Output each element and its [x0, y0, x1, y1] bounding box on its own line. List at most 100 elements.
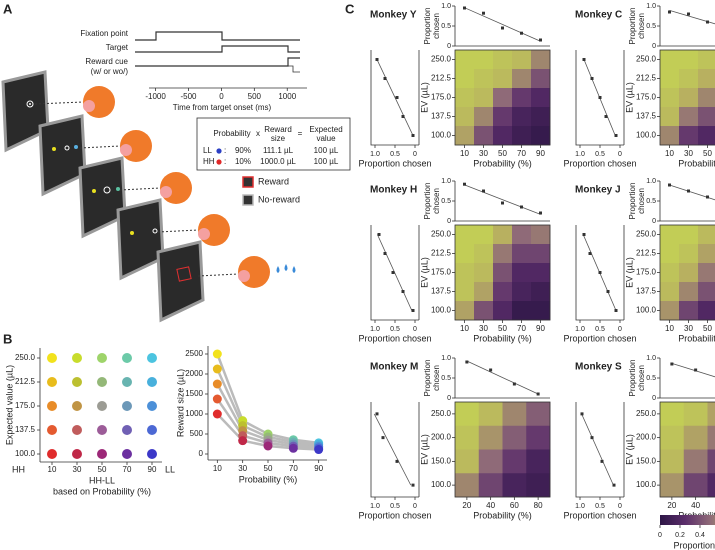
x-tick-label: 10: [665, 149, 674, 158]
heat-cell: [660, 402, 685, 427]
point: [489, 368, 493, 372]
y-tick-label: 500: [190, 429, 204, 438]
heat-cell: [512, 50, 532, 70]
point: [588, 252, 592, 255]
heat-cell: [679, 69, 699, 89]
heat-cell: [455, 263, 475, 283]
y-tick-label: 1500: [185, 389, 203, 398]
heat-cell: [660, 88, 680, 108]
heat-cell: [455, 126, 475, 146]
x-tick-label: -1000: [145, 92, 166, 101]
heat-cell: [698, 301, 715, 321]
x-tick-label: 1.0: [575, 151, 585, 158]
y-tick-label: 0: [447, 395, 451, 402]
heat-cell: [502, 425, 527, 450]
y-axis-label: Reward size (µL): [175, 369, 185, 437]
heat-cell: [660, 107, 680, 127]
heat-cell: [474, 126, 494, 146]
end-label: LL: [165, 464, 175, 474]
point: [501, 201, 504, 205]
cell: 10%: [235, 157, 251, 166]
heat-cell: [698, 88, 715, 108]
heat-cell: [679, 263, 699, 283]
heat-cell: [478, 449, 503, 474]
heat-cell: [474, 50, 494, 70]
top-axes: [454, 358, 550, 399]
x-tick-label: 90: [536, 149, 545, 158]
x-axis-label: Proportion chosen: [563, 333, 636, 343]
heat-cell: [455, 402, 480, 427]
x-tick-label: 0.5: [390, 503, 400, 510]
heat-frame: [454, 401, 551, 498]
y-tick-label: 212.5: [431, 74, 452, 83]
cell: :: [224, 146, 226, 155]
heat-cell: [493, 50, 513, 70]
y-axis-label: EV (µL): [419, 82, 429, 113]
point: [395, 459, 399, 463]
point: [463, 182, 466, 186]
x-tick-label: 0: [413, 326, 417, 333]
dot: [72, 449, 82, 459]
point: [212, 409, 222, 419]
heat-cell: [679, 126, 699, 146]
heat-cell: [698, 50, 715, 70]
dot: [97, 377, 107, 387]
heat-cell: [531, 88, 551, 108]
dot: [122, 377, 132, 387]
point: [383, 77, 387, 80]
point: [687, 12, 690, 16]
heat-cell: [474, 244, 494, 264]
legend-label: Reward: [258, 176, 289, 186]
x-tick-label: 0.5: [595, 151, 605, 158]
heat-cell: [531, 107, 551, 127]
heat-cell: [531, 244, 551, 264]
heat-cell: [478, 473, 503, 498]
x-tick-label: 30: [479, 149, 488, 158]
y-axis-label: EV (µL): [419, 434, 429, 465]
point: [212, 379, 222, 389]
y-tick-label: 212.5: [636, 249, 657, 258]
x-tick-label: 30: [238, 464, 247, 473]
x-tick-label: 70: [517, 324, 526, 333]
y-tick-label: 0: [447, 218, 451, 225]
heat-cell: [660, 263, 680, 283]
x-tick-label: 0: [618, 326, 622, 333]
x-tick-label: 0: [618, 503, 622, 510]
monkey-title: Monkey M: [370, 362, 418, 373]
heat-cell: [455, 473, 480, 498]
point: [375, 58, 379, 61]
y-axis-label: EV (µL): [624, 82, 634, 113]
x-tick-label: 1.0: [575, 503, 585, 510]
heat-cell: [455, 301, 475, 321]
heat-cell: [474, 69, 494, 89]
point: [582, 58, 586, 61]
x-tick-label: 0: [413, 151, 417, 158]
screen: [156, 240, 296, 323]
point: [706, 195, 709, 199]
y-tick-label: 100.0: [636, 306, 657, 315]
heat-cell: [683, 473, 708, 498]
y-tick-label: 175.0: [431, 268, 452, 277]
x-tick-label: 1.0: [370, 503, 380, 510]
heat-cell: [478, 425, 503, 450]
left-axes: [370, 402, 419, 498]
y-tick-label: 250.0: [431, 230, 452, 239]
heat-cell: [455, 225, 475, 245]
y-tick-label: 250.0: [636, 230, 657, 239]
x-axis-label: Probability (%): [678, 158, 715, 168]
heat-cell: [455, 50, 475, 70]
panel-label: C: [345, 1, 355, 16]
monkey-title: Monkey C: [575, 10, 622, 21]
x-tick-label: 1.0: [370, 326, 380, 333]
heat-cell: [455, 244, 475, 264]
point: [395, 96, 399, 99]
x-tick-label: 1.0: [370, 151, 380, 158]
x-tick-label: 40: [486, 501, 495, 510]
cell: :: [224, 157, 226, 166]
point: [590, 436, 594, 440]
heat-cell: [679, 50, 699, 70]
fit-line: [376, 59, 414, 136]
point: [482, 189, 485, 193]
y-tick-label: 137.5: [431, 112, 452, 121]
